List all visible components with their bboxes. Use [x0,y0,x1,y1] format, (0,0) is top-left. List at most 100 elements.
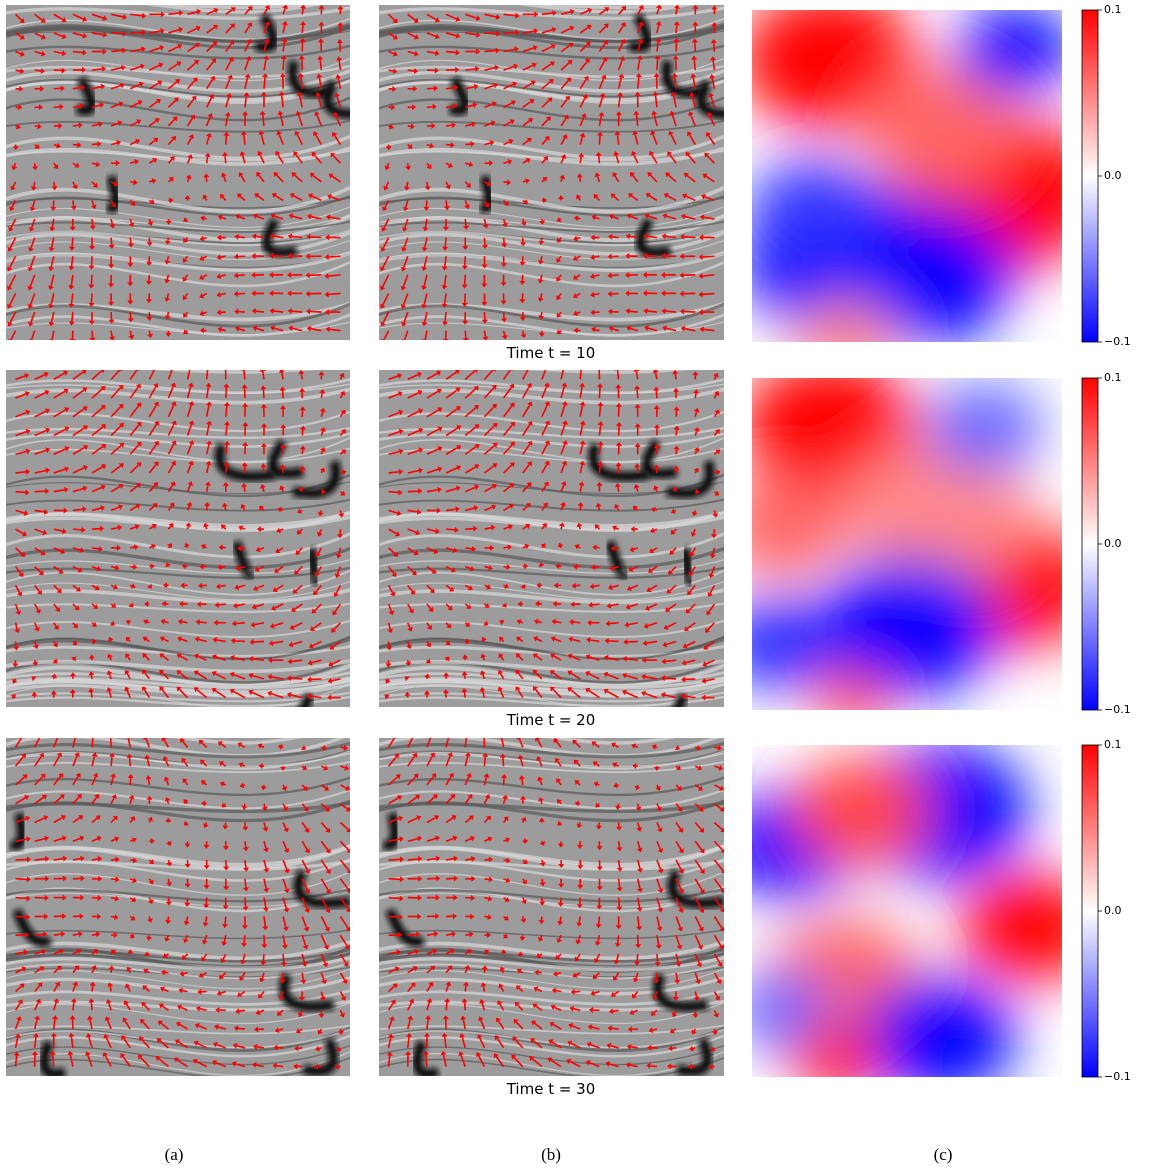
arrow-shaft [694,60,695,71]
arrow-shaft [225,156,226,163]
flow-content [359,0,747,344]
arrow-shaft [111,238,112,245]
arrow-shaft [111,50,122,51]
arrow-shaft [523,200,525,201]
arrow-shaft [321,510,322,512]
arrow-shaft [168,238,169,241]
flow-image [359,711,744,1078]
flow-content [0,711,370,1078]
arrow-shaft [484,604,486,605]
arrow-shaft [34,182,35,187]
arrow-shaft [242,765,245,766]
arrow-shaft [221,567,225,568]
arrow-shaft [560,331,561,332]
arrow-shaft [465,163,469,164]
arrow-shaft [542,860,543,863]
arrow-shaft [657,59,658,70]
arrow-shaft [465,623,467,624]
arrow-shaft [167,293,168,298]
arrow-shaft [504,585,506,586]
arrow-shaft [484,50,495,51]
arrow-shaft [148,779,149,785]
arrow-shaft [389,859,400,860]
arrow-shaft [283,390,284,398]
arrow-shaft [302,973,303,980]
blob [812,670,890,730]
arrow-head [125,734,131,739]
arrow-shaft [561,526,562,529]
arrow-shaft [560,916,561,921]
arrow-head [543,365,549,370]
arrow-shaft [389,492,399,493]
arrow-shaft [238,275,245,276]
arrow-shaft [635,746,638,747]
arrow-shaft [408,70,414,71]
arrow-shaft [110,657,111,660]
arrow-head [90,732,96,736]
flow-image [0,360,370,727]
arrow-shaft [72,312,73,322]
arrow-shaft [557,973,561,974]
arrow-shaft [483,986,484,991]
arrow-shaft [16,70,21,71]
arrow-shaft [613,1010,619,1011]
arrow-shaft [573,622,580,623]
arrow-head [170,365,176,370]
arrow-shaft [340,747,344,748]
arrow-shaft [504,182,507,183]
arrow-shaft [599,136,600,145]
arrow-shaft [446,641,447,642]
arrow-shaft [556,991,561,992]
arrow-shaft [149,181,152,182]
arrow-shaft [638,77,639,89]
arrow-shaft [282,489,283,492]
arrow-shaft [274,311,284,312]
arrow-shaft [207,369,208,380]
arrow-shaft [73,641,74,642]
arrow-shaft [465,293,466,303]
arrow-shaft [446,88,454,89]
vorticity-map [718,358,1100,730]
arrow-shaft [187,916,188,921]
arrow-shaft [149,820,150,822]
blob [926,383,1043,473]
arrow-shaft [16,126,17,127]
arrow-shaft [130,547,134,548]
arrow-shaft [580,157,581,163]
arrow-shaft [244,935,245,943]
arrow-shaft [340,1048,341,1049]
arrow-head [241,366,247,370]
arrow-shaft [224,784,226,785]
arrow-shaft [694,1029,695,1031]
arrow-shaft [503,758,504,767]
arrow-shaft [523,219,524,222]
arrow-shaft [484,860,489,861]
blob [793,302,897,382]
arrow-shaft [182,622,188,623]
arrow-shaft [676,766,678,767]
arrow-shaft [598,804,599,805]
arrow-shaft [523,547,526,548]
arrow-shaft [703,256,715,257]
arrow-head [411,733,416,738]
arrow-shaft [91,692,92,698]
arrow-shaft [167,935,168,938]
arrow-shaft [408,660,409,662]
arrow-shaft [502,970,503,973]
arrow-shaft [302,490,303,491]
arrow-shaft [465,275,466,285]
arrow-shaft [619,879,620,888]
arrow-shaft [111,567,115,568]
arrow-shaft [427,145,430,146]
arrow-shaft [426,1055,427,1067]
arrow-shaft [329,256,341,257]
arrow-shaft [560,802,561,804]
arrow-shaft [523,181,526,182]
arrow-shaft [256,311,264,312]
arrow-shaft [200,622,207,623]
arrow-shaft [319,1048,321,1049]
subfigure-label: (a) [165,1145,184,1164]
arrow-shaft [675,374,676,380]
arrow-shaft [226,445,227,454]
arrow-shaft [619,841,620,847]
